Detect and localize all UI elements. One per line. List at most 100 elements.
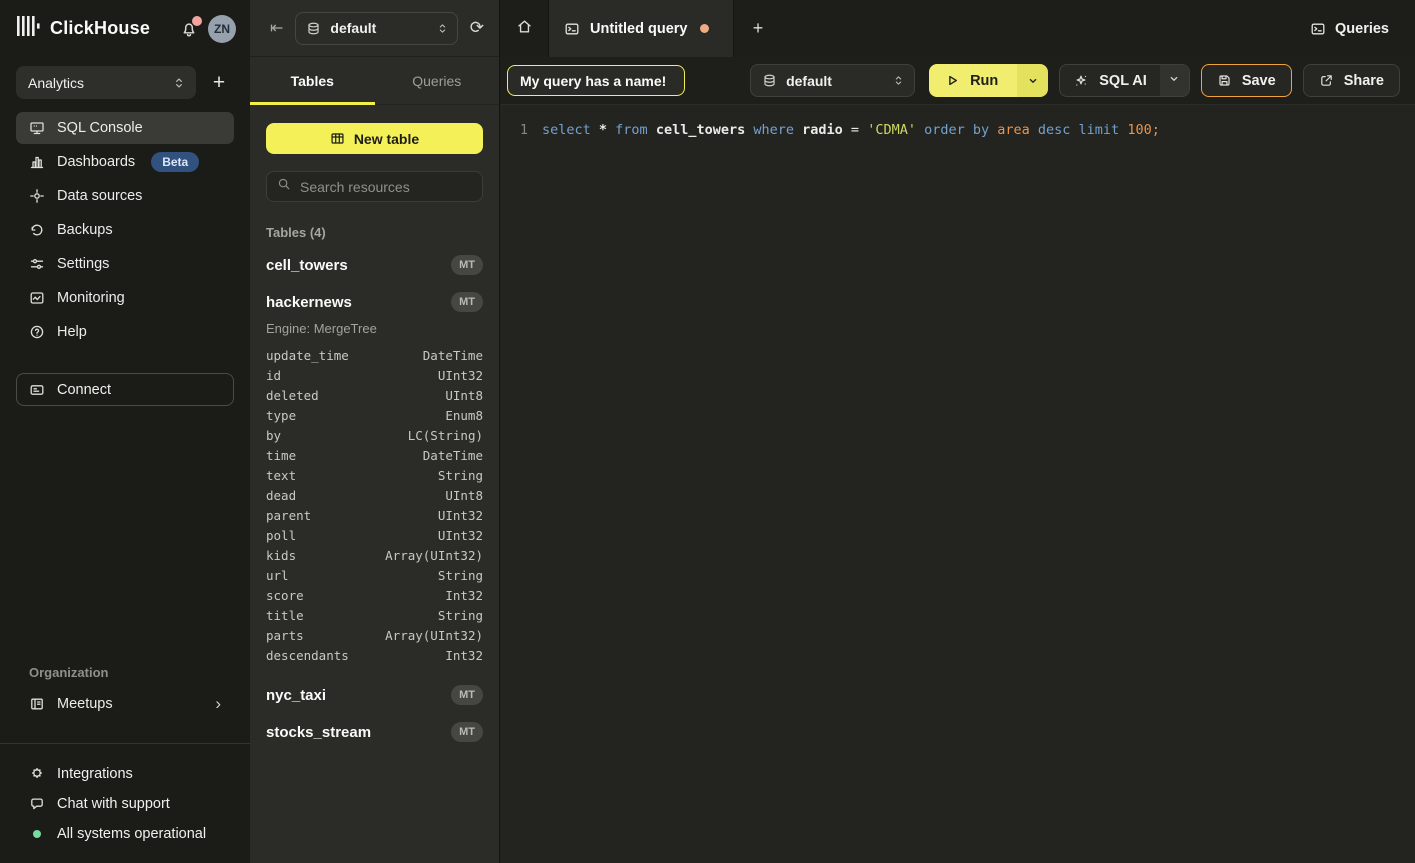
column-name: title: [266, 607, 304, 623]
new-tab-button[interactable]: +: [752, 18, 764, 38]
footer-item-label: Chat with support: [57, 796, 170, 812]
column-row: text String: [266, 465, 483, 485]
column-row: poll UInt32: [266, 525, 483, 545]
notification-dot: [192, 15, 202, 26]
database-icon: [762, 73, 777, 88]
sql-ai-options-button[interactable]: [1159, 65, 1189, 96]
notifications-bell-icon[interactable]: [180, 15, 202, 38]
editor-line: 1 select * from cell_towers where radio …: [500, 119, 1415, 140]
sql-token: limit: [1078, 121, 1128, 138]
column-name: poll: [266, 527, 297, 543]
sql-token: *: [598, 121, 616, 138]
sidebar-item-dashboards[interactable]: Dashboards Beta: [16, 146, 234, 178]
sql-token: 100;: [1127, 121, 1160, 138]
search-input[interactable]: [300, 178, 472, 195]
column-type: Array(UInt32): [385, 547, 483, 563]
queries-panel-button[interactable]: Queries: [1284, 0, 1415, 57]
column-type: String: [437, 467, 483, 483]
sidebar-item-integrations[interactable]: Integrations: [16, 759, 234, 789]
query-name-input[interactable]: [507, 65, 685, 96]
column-row: title String: [266, 605, 483, 625]
data-sources-icon: [29, 188, 45, 204]
sidebar-item-backups[interactable]: Backups: [16, 214, 234, 246]
database-selected-value: default: [330, 20, 377, 36]
explorer-header: ⇤ default ⟳: [250, 0, 499, 57]
run-label: Run: [970, 72, 999, 89]
save-floppy-icon: [1217, 73, 1232, 88]
column-type: UInt8: [445, 487, 483, 503]
search-box: [266, 171, 483, 202]
home-button[interactable]: [500, 0, 548, 57]
avatar[interactable]: ZN: [208, 14, 236, 43]
engine-badge: MT: [451, 292, 483, 312]
explorer-database-selector[interactable]: default: [295, 11, 458, 45]
table-row-stocks-stream[interactable]: stocks_stream MT: [266, 720, 483, 744]
table-row-hackernews[interactable]: hackernews MT: [266, 290, 483, 314]
collapse-panel-icon[interactable]: ⇤: [270, 20, 284, 37]
sql-ai-label: SQL AI: [1099, 72, 1147, 89]
sql-token: 'CDMA': [867, 121, 925, 138]
sidebar-item-chat-support[interactable]: Chat with support: [16, 789, 234, 819]
sidebar-item-meetups[interactable]: Meetups ›: [16, 688, 234, 720]
query-database-selector[interactable]: default: [750, 64, 916, 97]
help-icon: [29, 324, 45, 340]
brand-home-link[interactable]: ClickHouse: [16, 15, 180, 42]
run-button[interactable]: Run: [929, 64, 1018, 97]
column-type: UInt32: [437, 527, 483, 543]
sidebar-item-sql-console[interactable]: SQL Console: [16, 112, 234, 144]
sidebar-item-label: Dashboards: [57, 154, 136, 170]
chevron-down-icon: [1027, 75, 1039, 87]
sidebar-item-system-status[interactable]: All systems operational: [16, 819, 234, 849]
sql-token: order: [924, 121, 973, 138]
status-ok-dot: [33, 830, 41, 838]
column-row: by LC(String): [266, 425, 483, 445]
meetups-icon: [29, 696, 45, 712]
organization-section: Organization Meetups ›: [0, 665, 250, 720]
share-button[interactable]: Share: [1302, 64, 1400, 97]
column-type: Array(UInt32): [385, 627, 483, 643]
backups-icon: [29, 222, 45, 238]
sql-token: by: [972, 121, 998, 138]
resource-explorer-panel: ⇤ default ⟳ Tables Queries New table: [250, 0, 500, 863]
column-row: dead UInt8: [266, 485, 483, 505]
sql-ai-button[interactable]: SQL AI: [1060, 65, 1160, 96]
workspace-selector[interactable]: Analytics: [16, 66, 196, 99]
sidebar-item-data-sources[interactable]: Data sources: [16, 180, 234, 212]
save-label: Save: [1241, 72, 1276, 89]
save-button[interactable]: Save: [1200, 64, 1292, 97]
run-options-button[interactable]: [1017, 64, 1049, 97]
database-icon: [306, 21, 321, 36]
column-row: descendants Int32: [266, 645, 483, 665]
column-type: String: [437, 567, 483, 583]
refresh-icon[interactable]: ⟳: [469, 18, 484, 37]
column-name: by: [266, 427, 282, 443]
sidebar-item-help[interactable]: Help: [16, 316, 234, 348]
sql-editor[interactable]: 1 select * from cell_towers where radio …: [500, 105, 1415, 863]
tab-untitled-query[interactable]: Untitled query: [548, 0, 734, 57]
tables-section-heading: Tables (4): [266, 225, 326, 240]
terminal-icon: [564, 21, 580, 37]
column-type: String: [437, 607, 483, 623]
column-type: DateTime: [422, 447, 483, 463]
main-area: Untitled query + Queries default: [500, 0, 1415, 863]
sidebar-item-label: Help: [57, 324, 87, 340]
sidebar-item-monitoring[interactable]: Monitoring: [16, 282, 234, 314]
add-service-button[interactable]: +: [204, 68, 234, 98]
tab-queries[interactable]: Queries: [412, 72, 462, 89]
table-grid-icon: [330, 131, 345, 146]
new-table-button[interactable]: New table: [266, 123, 483, 154]
explorer-body: New table Tables (4) cell_towers MT hack…: [250, 105, 499, 863]
connect-button[interactable]: Connect: [16, 373, 234, 406]
unsaved-changes-dot: [700, 24, 710, 33]
sql-token: where: [753, 121, 803, 138]
table-row-cell-towers[interactable]: cell_towers MT: [266, 253, 483, 277]
tab-tables[interactable]: Tables: [250, 57, 375, 105]
sql-ai-button-group: SQL AI: [1059, 64, 1190, 97]
integrations-icon: [29, 766, 45, 782]
topbar-actions: ZN: [180, 14, 236, 43]
terminal-icon: [1310, 21, 1326, 37]
table-row-nyc-taxi[interactable]: nyc_taxi MT: [266, 683, 483, 707]
sidebar-item-settings[interactable]: Settings: [16, 248, 234, 280]
column-type: Int32: [445, 647, 483, 663]
column-name: update_time: [266, 347, 349, 363]
